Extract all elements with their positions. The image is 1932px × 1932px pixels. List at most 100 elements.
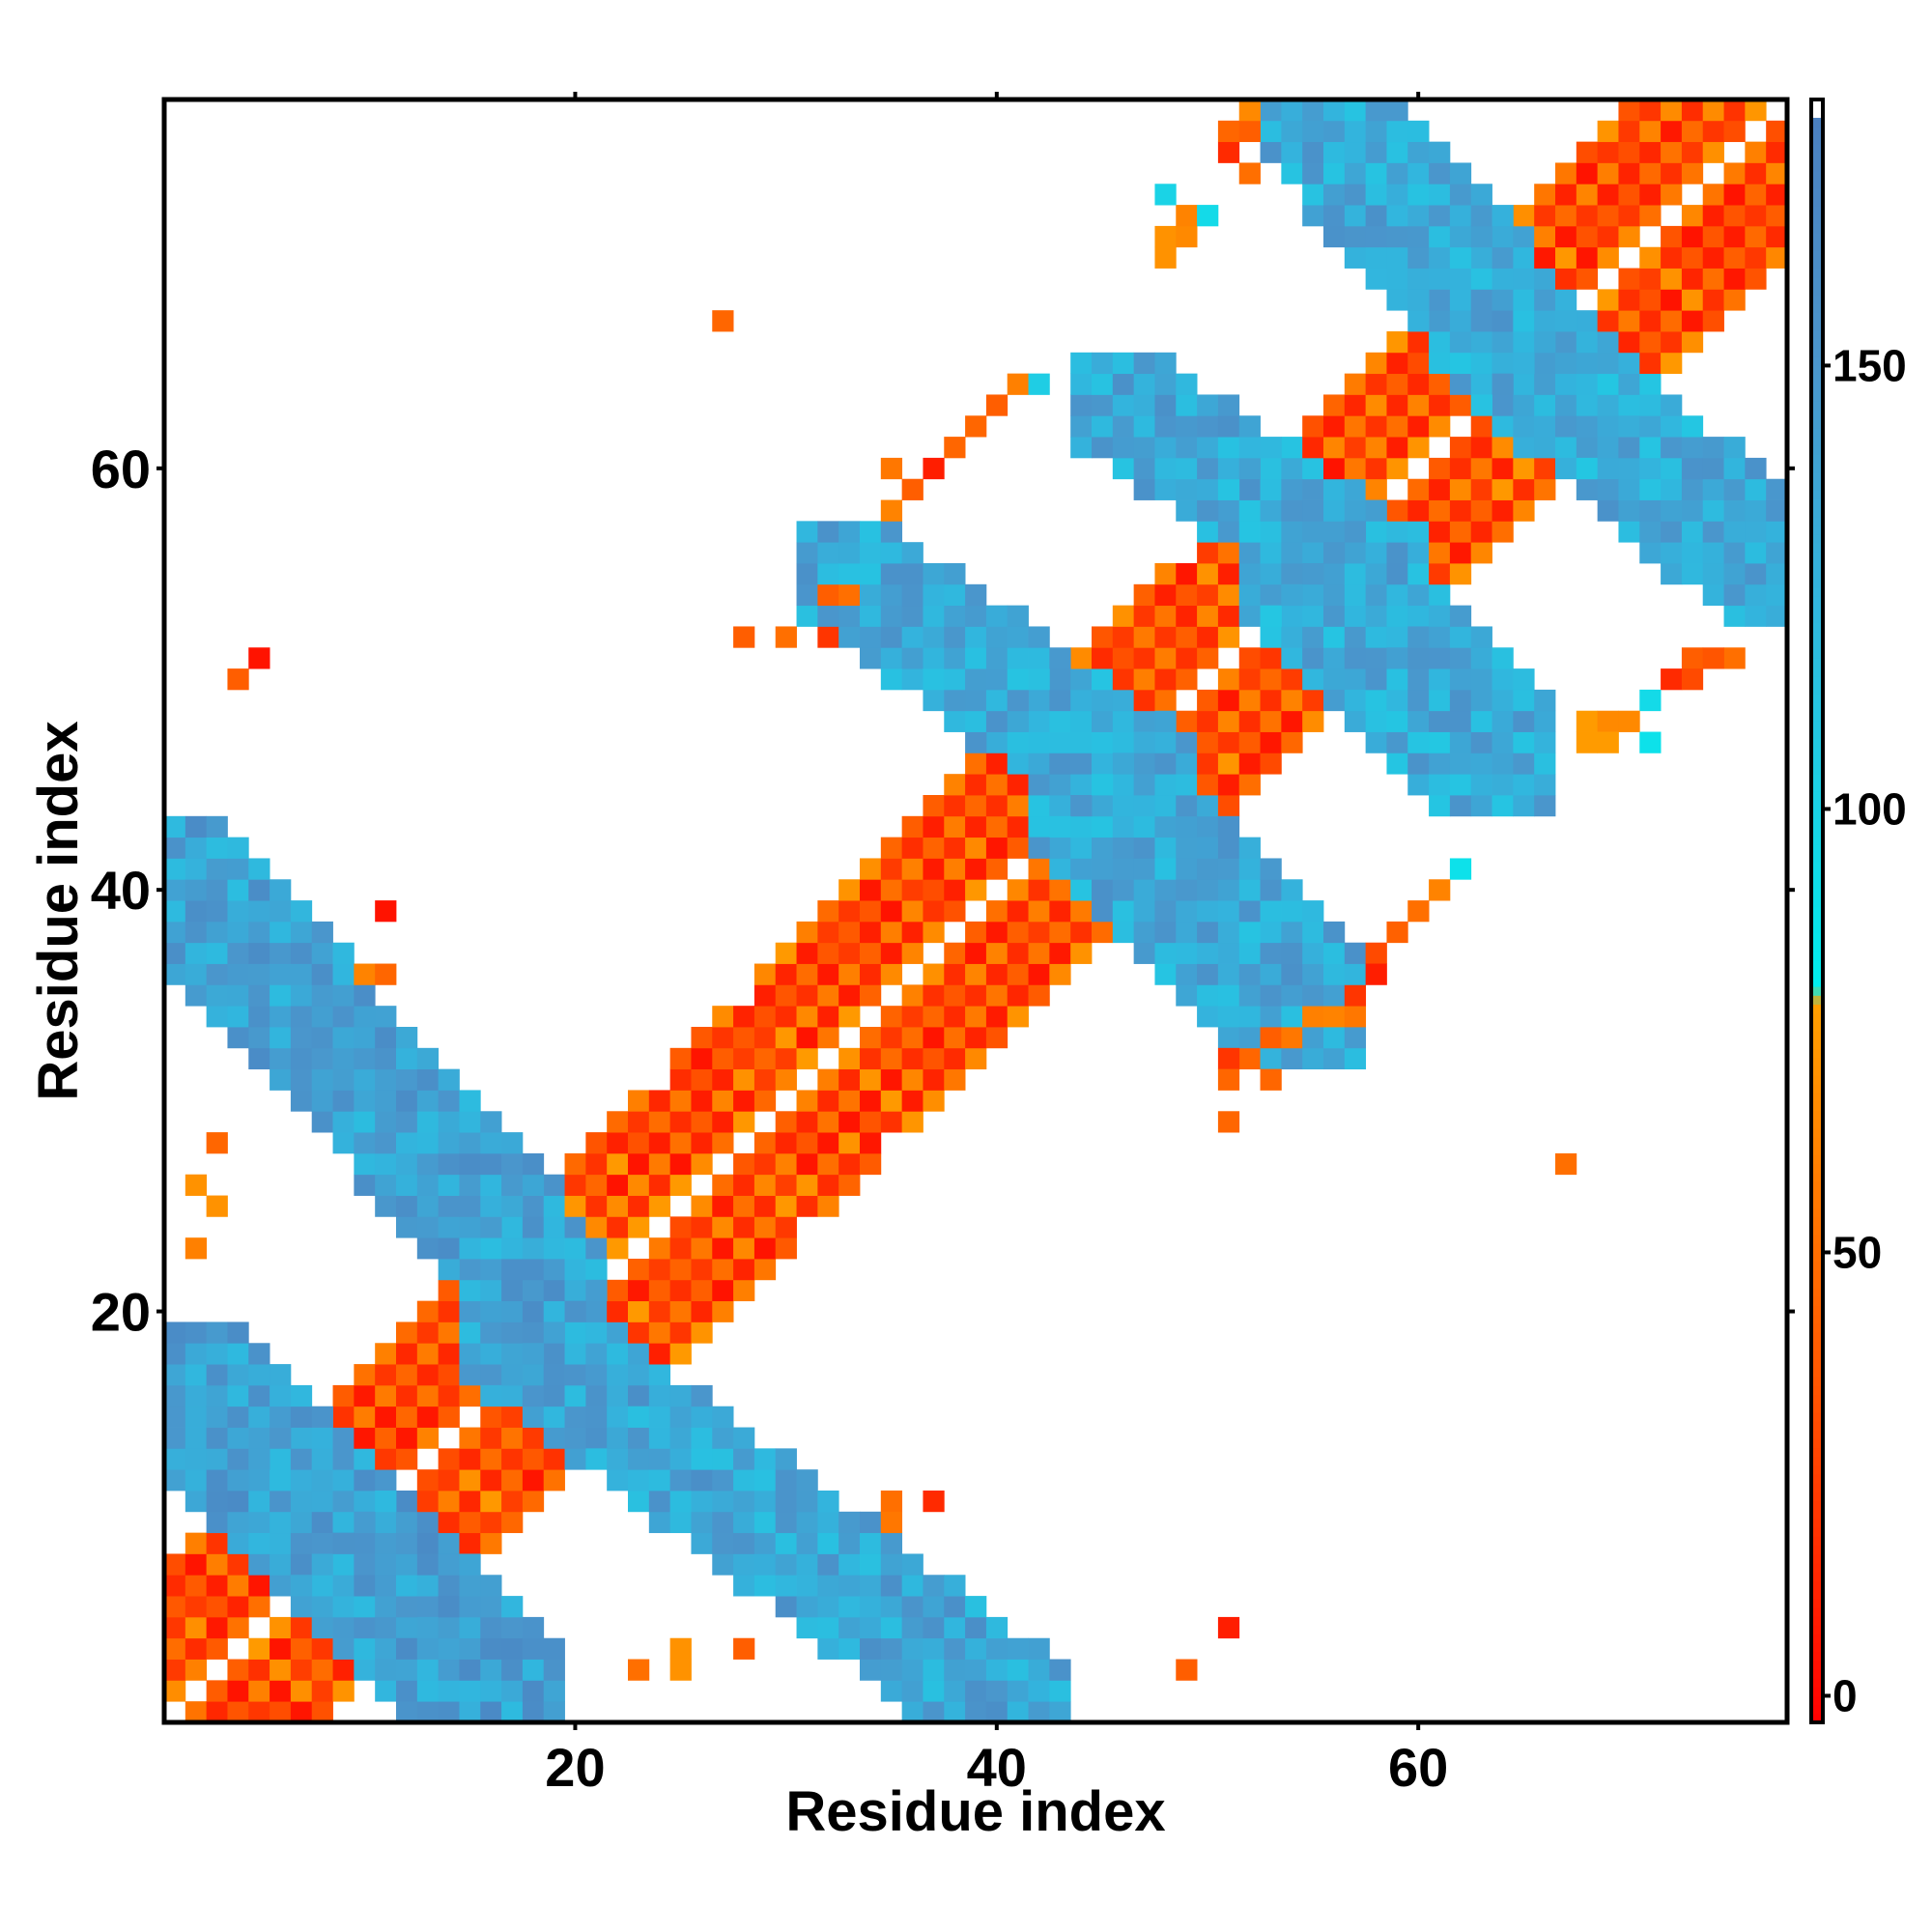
heatmap-cell — [1007, 963, 1029, 985]
heatmap-cell — [1197, 437, 1219, 459]
heatmap-cell — [923, 795, 945, 817]
heatmap-cell — [375, 1174, 397, 1196]
heatmap-cell — [1492, 499, 1514, 522]
heatmap-cell — [1133, 668, 1155, 691]
heatmap-cell — [206, 942, 228, 964]
colorbar-segment — [1811, 338, 1823, 349]
heatmap-cell — [1449, 689, 1472, 712]
heatmap-cell — [396, 1152, 418, 1176]
heatmap-cell — [1492, 331, 1514, 354]
heatmap-cell — [1323, 984, 1346, 1007]
heatmap-cell — [1007, 647, 1029, 669]
heatmap-cell — [1386, 731, 1408, 753]
heatmap-cell — [985, 837, 1009, 859]
heatmap-cell — [1492, 689, 1514, 712]
heatmap-cell — [1281, 542, 1303, 564]
heatmap-cell — [1386, 921, 1408, 944]
heatmap-cell — [753, 1195, 777, 1217]
heatmap-cell — [1555, 246, 1577, 269]
heatmap-cell — [1681, 225, 1704, 248]
colorbar-segment — [1811, 835, 1823, 845]
heatmap-cell — [880, 1111, 903, 1133]
colorbar-segment — [1811, 1651, 1823, 1662]
heatmap-cell — [1344, 184, 1367, 206]
heatmap-cell — [1470, 352, 1492, 375]
colorbar-segment — [1811, 1110, 1823, 1121]
heatmap-cell — [1407, 394, 1430, 416]
heatmap-cell — [753, 984, 777, 1007]
heatmap-cell — [1449, 394, 1472, 416]
heatmap-cell — [923, 1659, 945, 1681]
colorbar-segment — [1811, 889, 1823, 898]
heatmap-cell — [712, 1511, 734, 1534]
heatmap-cell — [522, 1701, 545, 1723]
heatmap-cell — [1513, 246, 1535, 269]
heatmap-cell — [1365, 394, 1387, 416]
heatmap-cell — [227, 1701, 249, 1723]
heatmap-cell — [733, 1237, 755, 1260]
heatmap-cell — [185, 1406, 208, 1428]
heatmap-cell — [1217, 437, 1240, 459]
heatmap-cell — [332, 1090, 355, 1112]
heatmap-cell — [1597, 437, 1619, 459]
heatmap-cell — [1197, 478, 1219, 500]
heatmap-cell — [416, 1575, 440, 1597]
heatmap-cell — [838, 1047, 861, 1070]
heatmap-cell — [1681, 120, 1704, 143]
heatmap-cell — [1745, 521, 1767, 543]
heatmap-cell — [501, 1701, 524, 1723]
heatmap-cell — [1260, 120, 1282, 143]
heatmap-cell — [1344, 99, 1367, 122]
heatmap-cell — [354, 1364, 376, 1386]
colorbar-segment — [1811, 401, 1823, 411]
heatmap-cell — [1344, 246, 1367, 269]
x-tick-label: 40 — [967, 1737, 1027, 1798]
heatmap-cell — [1407, 162, 1430, 185]
heatmap-cell — [480, 1364, 502, 1386]
colorbar-segment — [1811, 764, 1823, 775]
heatmap-cell — [227, 1006, 249, 1028]
heatmap-cell — [733, 1259, 755, 1281]
colorbar-segment — [1811, 117, 1823, 128]
heatmap-cell — [354, 1406, 376, 1428]
heatmap-cell — [416, 1216, 440, 1238]
heatmap-cell — [206, 815, 228, 838]
heatmap-cell — [1365, 626, 1387, 648]
heatmap-cell — [1028, 837, 1050, 859]
heatmap-cell — [817, 942, 839, 964]
heatmap-cell — [396, 1090, 418, 1112]
colorbar-segment — [1811, 675, 1823, 686]
heatmap-cell — [985, 689, 1009, 712]
heatmap-cell — [923, 1701, 945, 1723]
colorbar-segment — [1811, 1216, 1823, 1227]
y-tick-label: 60 — [91, 439, 151, 499]
heatmap-cell — [628, 1195, 650, 1217]
heatmap-cell — [1092, 837, 1114, 859]
heatmap-cell — [438, 1216, 460, 1238]
heatmap-cell — [185, 1237, 208, 1260]
heatmap-cell — [985, 795, 1009, 817]
heatmap-cell — [290, 1616, 313, 1639]
heatmap-cell — [185, 1343, 208, 1365]
colorbar-segment — [1811, 365, 1823, 376]
heatmap-cell — [1197, 605, 1219, 627]
heatmap-cell — [1197, 542, 1219, 564]
heatmap-cell — [1407, 225, 1430, 248]
heatmap-cell — [1449, 521, 1472, 543]
heatmap-cell — [1492, 246, 1514, 269]
heatmap-cell — [1513, 331, 1535, 354]
heatmap-cell — [753, 1216, 777, 1238]
heatmap-cell — [1176, 457, 1198, 480]
heatmap-cell — [1492, 352, 1514, 375]
heatmap-cell — [1429, 246, 1451, 269]
colorbar-segment — [1811, 1615, 1823, 1626]
heatmap-cell — [1028, 795, 1050, 817]
heatmap-cell — [1429, 310, 1451, 332]
heatmap-cell — [860, 1575, 882, 1597]
heatmap-cell — [543, 1279, 565, 1302]
heatmap-cell — [1302, 647, 1324, 669]
heatmap-cell — [311, 1532, 333, 1554]
heatmap-cell — [817, 521, 839, 543]
heatmap-cell — [1197, 900, 1219, 923]
heatmap-cell — [227, 1616, 249, 1639]
